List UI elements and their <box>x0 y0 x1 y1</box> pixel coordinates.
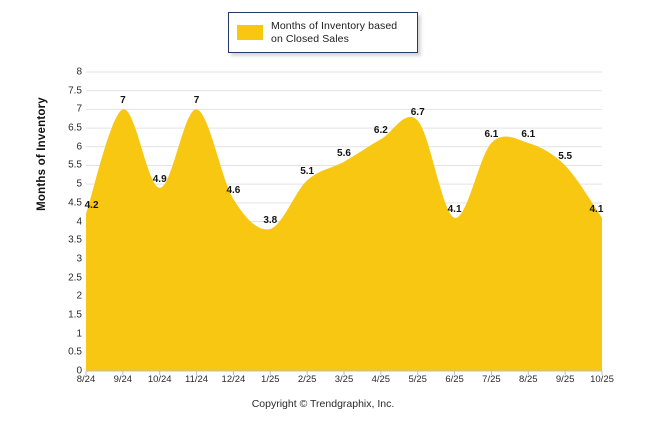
copyright-footer: Copyright © Trendgraphix, Inc. <box>251 398 395 410</box>
x-tick-label: 3/25 <box>334 374 354 385</box>
y-tick-label: 1 <box>76 328 82 340</box>
x-axis-ticks <box>85 371 603 375</box>
legend-label: Months of Inventory based on Closed Sale… <box>271 20 398 45</box>
x-tick-label: 8/25 <box>519 374 538 385</box>
x-tick-label: 10/24 <box>147 374 172 385</box>
chart-legend[interactable]: Months of Inventory based on Closed Sale… <box>228 12 418 53</box>
y-tick-label: 4 <box>76 216 82 227</box>
y-tick-label: 6.5 <box>68 122 82 134</box>
y-tick-label: 6 <box>76 141 82 153</box>
area-series-path <box>86 109 602 371</box>
x-tick-label: 11/24 <box>185 374 209 385</box>
x-tick-label: 9/25 <box>555 374 575 385</box>
x-tick-label: 5/25 <box>408 374 427 385</box>
legend-color-swatch-icon <box>237 25 263 40</box>
y-tick-label: 2 <box>76 290 82 302</box>
y-tick-label: 5 <box>76 178 82 190</box>
y-tick-label: 3.5 <box>68 234 82 246</box>
x-tick-label: 4/25 <box>371 374 391 385</box>
x-tick-label: 1/25 <box>261 374 280 385</box>
y-tick-label: 7.5 <box>68 85 82 97</box>
x-tick-label: 9/24 <box>113 374 133 385</box>
y-tick-label: 0.5 <box>68 346 82 358</box>
plot-svg <box>85 71 603 375</box>
y-tick-label: 7 <box>76 103 82 115</box>
x-tick-label: 2/25 <box>297 374 317 385</box>
x-tick-label: 6/25 <box>445 374 464 385</box>
y-axis-tick-labels: 0 0.5 1 1.5 2 2.5 3 3.5 4 4.5 5 5.5 6 6.5 7 7.5 8 <box>56 67 82 377</box>
y-tick-label: 3 <box>76 253 82 265</box>
y-tick-label: 0 <box>76 365 82 377</box>
y-tick-label: 8 <box>76 66 82 78</box>
y-tick-label: 4.5 <box>68 197 82 209</box>
x-tick-label: 12/24 <box>221 374 246 385</box>
y-tick-label: 1.5 <box>68 309 82 321</box>
plot-area: 4.2 7 4.9 7 4.6 3.8 5.1 5.6 6.2 6.7 4.1 6.1 6.1 5.5 4.… <box>85 71 603 375</box>
y-tick-label: 2.5 <box>68 272 82 284</box>
y-tick-label: 5.5 <box>68 159 82 171</box>
x-tick-label: 10/25 <box>590 374 614 385</box>
x-tick-label: 8/24 <box>76 374 96 385</box>
x-tick-label: 7/25 <box>482 374 501 385</box>
x-axis-tick-labels: 8/24 9/24 10/24 11/24 12/24 1/25 2/25 3/25 4/25 5… <box>77 374 614 390</box>
y-axis-title: Months of Inventory <box>36 97 48 211</box>
